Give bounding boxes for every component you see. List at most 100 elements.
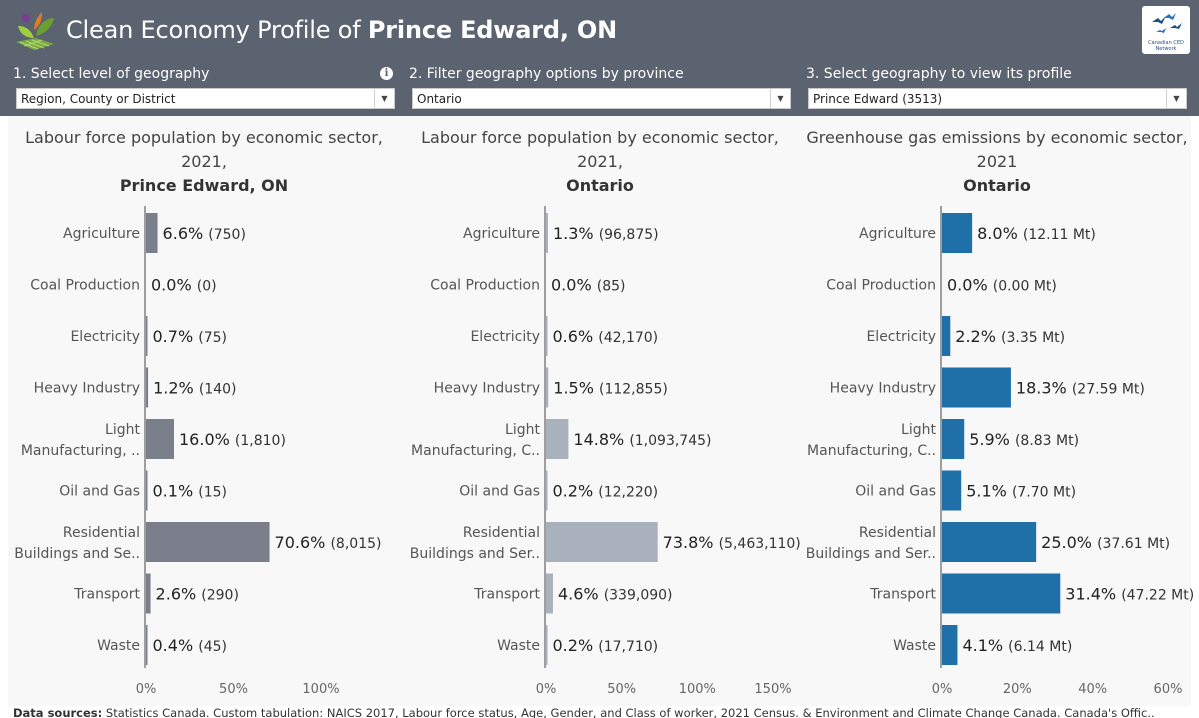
data-label: 18.3% (27.59 Mt) — [1016, 379, 1145, 398]
footer-text: Statistics Canada. Custom tabulation: NA… — [102, 706, 1155, 718]
bar[interactable] — [546, 367, 549, 408]
birds-icon — [1152, 13, 1182, 33]
header-bar: Clean Economy Profile of Prince Edward, … — [0, 0, 1199, 116]
tick-label: 50% — [219, 682, 248, 697]
logo-text: Canadian CED Network — [1148, 40, 1184, 52]
bar[interactable] — [146, 419, 174, 459]
category-label: Agriculture — [463, 226, 540, 242]
tick-label: 20% — [1003, 682, 1032, 697]
geography-level-value: Region, County or District — [21, 92, 176, 106]
bar[interactable] — [546, 213, 548, 253]
footer-prefix: Data sources: — [13, 706, 103, 718]
chart-1: Agriculture 6.6% (750) Coal Production 0.0%… — [14, 206, 381, 697]
chevron-down-icon[interactable]: ▼ — [374, 89, 394, 108]
bar[interactable] — [146, 367, 149, 408]
chart-2-title-place: Ontario — [566, 176, 634, 195]
data-label: 8.0% (12.11 Mt) — [977, 224, 1096, 243]
data-label: 0.2% (17,710) — [553, 636, 659, 655]
leaf-logo-icon — [16, 12, 54, 50]
chart-3-title-place: Ontario — [963, 176, 1031, 195]
bar[interactable] — [546, 625, 548, 665]
bar[interactable] — [546, 316, 548, 356]
bar[interactable] — [546, 522, 658, 562]
category-label: Coal Production — [826, 278, 936, 294]
tick-label: 50% — [607, 682, 636, 697]
bar[interactable] — [942, 470, 962, 511]
tick-label: 150% — [754, 682, 791, 697]
data-label: 2.2% (3.35 Mt) — [955, 327, 1065, 346]
bar[interactable] — [942, 625, 958, 665]
tick-label: 60% — [1154, 682, 1183, 697]
bar[interactable] — [146, 470, 148, 511]
filter-label-geography-profile: 3. Select geography to view its profile — [806, 66, 1072, 82]
data-label: 0.1% (15) — [153, 482, 227, 501]
province-dropdown[interactable]: Ontario ▼ — [412, 88, 791, 109]
filter-label-province: 2. Filter geography options by province — [409, 66, 684, 82]
chart-2-title: Labour force population by economic sect… — [410, 126, 790, 198]
data-label: 4.6% (339,090) — [558, 585, 673, 604]
bar[interactable] — [146, 522, 270, 562]
data-label: 14.8% (1,093,745) — [573, 430, 711, 449]
bar[interactable] — [942, 419, 965, 459]
info-icon[interactable]: i — [380, 67, 393, 80]
chart-2-title-line1: Labour force population by economic sect… — [421, 128, 779, 147]
filter-label-geography-level: 1. Select level of geography — [13, 66, 210, 82]
data-label: 31.4% (47.22 Mt) — [1065, 585, 1194, 604]
geography-profile-dropdown[interactable]: Prince Edward (3513) ▼ — [808, 88, 1187, 109]
category-label: Transport — [869, 587, 936, 603]
bar[interactable] — [146, 625, 148, 665]
data-label: 2.6% (290) — [156, 585, 239, 604]
bar[interactable] — [546, 470, 548, 511]
category-label: Coal Production — [30, 278, 140, 294]
bar[interactable] — [942, 522, 1037, 562]
bar[interactable] — [942, 213, 973, 253]
data-label: 6.6% (750) — [163, 224, 246, 243]
data-label: 5.1% (7.70 Mt) — [966, 482, 1076, 501]
data-label: 25.0% (37.61 Mt) — [1041, 533, 1170, 552]
province-value: Ontario — [417, 92, 462, 106]
category-label: Heavy Industry — [434, 381, 540, 397]
chart-3-title-line1: Greenhouse gas emissions by economic sec… — [806, 128, 1188, 147]
chevron-down-icon[interactable]: ▼ — [1166, 89, 1186, 108]
category-label: Electricity — [866, 329, 936, 345]
chart-1-title: Labour force population by economic sect… — [14, 126, 394, 198]
tick-label: 100% — [302, 682, 339, 697]
category-label: Residential Buildings and Ser.. — [806, 525, 936, 562]
category-label: Oil and Gas — [855, 484, 936, 500]
geography-level-dropdown[interactable]: Region, County or District ▼ — [16, 88, 395, 109]
category-label: Transport — [73, 587, 140, 603]
bar[interactable] — [146, 573, 151, 614]
data-label: 1.3% (96,875) — [553, 224, 659, 243]
data-label: 0.0% (0.00 Mt) — [947, 276, 1057, 295]
bar[interactable] — [546, 573, 553, 614]
tick-label: 100% — [679, 682, 716, 697]
chart-3-title-line2: 2021 — [976, 152, 1018, 171]
data-label: 5.9% (8.83 Mt) — [969, 430, 1079, 449]
category-label: Coal Production — [430, 278, 540, 294]
canadian-ced-network-logo[interactable]: Canadian CED Network — [1142, 6, 1190, 54]
bar[interactable] — [146, 213, 158, 253]
bar[interactable] — [146, 316, 148, 356]
bar[interactable] — [942, 573, 1061, 614]
bar[interactable] — [546, 419, 569, 459]
bar[interactable] — [942, 367, 1011, 408]
chart-2: Agriculture 1.3% (96,875) Coal Production 0… — [410, 206, 801, 697]
category-label: Residential Buildings and Ser.. — [410, 525, 540, 562]
category-label: Light Manufacturing, C.. — [411, 422, 540, 459]
data-label: 16.0% (1,810) — [179, 430, 286, 449]
chart-3-title: Greenhouse gas emissions by economic sec… — [806, 126, 1188, 198]
data-label: 4.1% (6.14 Mt) — [962, 636, 1072, 655]
category-label: Oil and Gas — [59, 484, 140, 500]
chart-1-title-place: Prince Edward, ON — [119, 176, 289, 195]
chart-2-title-line2: 2021, — [577, 152, 623, 171]
category-label: Waste — [497, 638, 540, 654]
bar[interactable] — [942, 316, 951, 356]
page-title-place: Prince Edward, ON — [367, 16, 618, 44]
category-label: Transport — [473, 587, 540, 603]
category-label: Oil and Gas — [459, 484, 540, 500]
chevron-down-icon[interactable]: ▼ — [770, 89, 790, 108]
data-label: 0.0% (0) — [151, 276, 217, 295]
data-label: 0.4% (45) — [153, 636, 227, 655]
category-label: Light Manufacturing, C.. — [807, 422, 936, 459]
